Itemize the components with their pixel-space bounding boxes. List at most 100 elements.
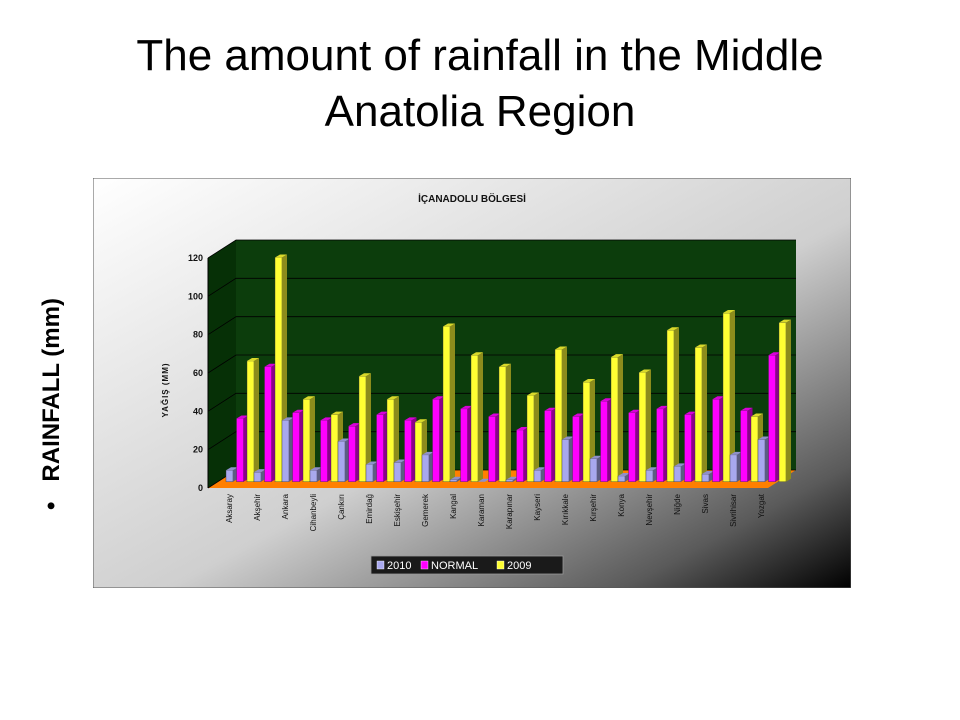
bar-front <box>253 471 262 482</box>
bar-top <box>247 357 259 361</box>
category-label: Cihanbeyli <box>309 494 318 532</box>
grid-line <box>207 392 796 412</box>
bar-top <box>779 319 791 323</box>
legend-item-2010: 2010 <box>376 560 411 572</box>
bar-top <box>282 417 294 421</box>
bar-2010-15 <box>645 467 658 482</box>
side-label: • RAINFALL (mm) <box>38 298 66 510</box>
bar-side <box>646 369 651 482</box>
bar-top <box>527 392 539 396</box>
bar-2009-12 <box>582 379 595 482</box>
bar-top <box>583 379 595 383</box>
bar-2009-16 <box>694 344 707 482</box>
bar-front <box>292 412 300 482</box>
bar-front <box>376 414 384 482</box>
bar-front <box>617 475 626 482</box>
bar-top <box>730 451 742 455</box>
bar-2010-19 <box>757 436 770 482</box>
bar-front <box>666 330 675 482</box>
bar-front <box>533 470 542 482</box>
legend-swatch <box>496 560 505 570</box>
bar-2009-7 <box>442 323 455 482</box>
bar-front <box>393 462 402 482</box>
legend-swatch <box>420 560 429 570</box>
bar-front <box>264 366 272 482</box>
bar-2010-11 <box>533 467 546 482</box>
bar-top <box>460 405 473 409</box>
bar-front <box>320 420 328 482</box>
bar-normal-19 <box>768 352 781 482</box>
category-label: Nevşehir <box>645 494 654 526</box>
rainfall-chart: İÇANADOLU BÖLGESİ YAĞIŞ (MM) 0 20 40 60 80 10… <box>93 178 851 588</box>
bar-normal-11 <box>544 407 557 482</box>
bar-front <box>768 354 776 482</box>
bar-2010-7 <box>421 451 434 482</box>
bar-top <box>646 467 658 471</box>
bar-front <box>309 470 318 482</box>
bar-front <box>544 410 552 482</box>
bar-front <box>449 479 458 482</box>
bar-2010-0 <box>225 467 238 482</box>
y-tick-label: 60 <box>193 368 203 378</box>
bar-top <box>359 373 371 377</box>
bar-side <box>534 392 539 482</box>
bar-2009-10 <box>526 392 539 482</box>
chart-title: İÇANADOLU BÖLGESİ <box>418 192 526 205</box>
bar-2009-14 <box>638 369 651 482</box>
bar-front <box>460 408 468 482</box>
bar-front <box>516 429 524 482</box>
legend-label: 2010 <box>387 560 411 572</box>
category-label: Aksaray <box>225 494 234 523</box>
bar-normal-10 <box>516 426 529 482</box>
category-label: Kırıkkale <box>561 493 570 525</box>
bar-normal-12 <box>572 413 585 482</box>
y-axis-label: YAĞIŞ (MM) <box>161 362 170 417</box>
bar-front <box>348 425 356 482</box>
bar-normal-13 <box>600 398 613 482</box>
bar-top <box>254 469 266 473</box>
bar-top <box>723 310 735 314</box>
bars <box>225 254 791 482</box>
bar-2009-0 <box>246 357 259 482</box>
grid-line <box>207 316 796 336</box>
bar-top <box>600 398 613 402</box>
bar-top <box>667 327 679 331</box>
legend-label: 2009 <box>507 560 531 572</box>
bar-top <box>331 411 343 415</box>
bar-top <box>471 352 483 356</box>
bar-2010-6 <box>393 459 406 482</box>
bar-2010-18 <box>729 451 742 482</box>
bar-top <box>674 463 686 467</box>
bar-top <box>275 254 287 258</box>
category-label: Çankırı <box>337 494 346 520</box>
bar-normal-17 <box>712 396 725 482</box>
bullet-icon: • <box>38 501 65 510</box>
bar-2009-9 <box>498 363 511 482</box>
bar-front <box>246 360 255 482</box>
bar-2009-13 <box>610 354 623 482</box>
bar-side <box>310 396 315 482</box>
category-label: Konya <box>617 493 626 516</box>
legend-box <box>370 555 564 575</box>
bar-normal-14 <box>628 409 641 482</box>
bar-normal-3 <box>320 417 333 482</box>
category-label: Sivas <box>701 494 710 514</box>
bar-side <box>786 319 791 482</box>
category-label: Gemerek <box>421 493 430 527</box>
bar-2009-2 <box>302 396 315 482</box>
bar-top <box>366 461 378 465</box>
bar-2010-2 <box>281 417 294 482</box>
bar-top <box>695 344 707 348</box>
category-label: Kayseri <box>533 494 542 521</box>
bar-top <box>303 396 315 400</box>
bar-front <box>656 408 664 482</box>
bar-front <box>750 416 759 482</box>
bar-front <box>778 322 787 482</box>
bar-front <box>236 418 244 482</box>
legend: 2010 NORMAL 2009 <box>370 555 564 575</box>
bar-front <box>274 257 283 482</box>
bar-front <box>404 420 412 482</box>
grid-line <box>207 354 796 374</box>
bar-top <box>499 363 511 367</box>
bar-front <box>421 454 430 482</box>
